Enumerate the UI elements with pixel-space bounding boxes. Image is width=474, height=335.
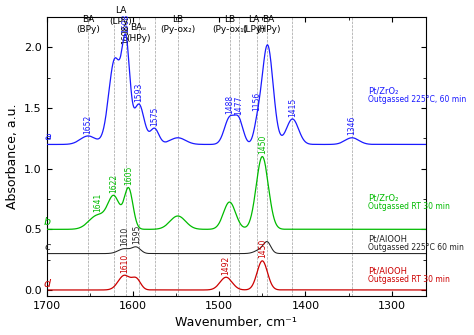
Text: 1450: 1450	[258, 239, 267, 258]
Text: 1641: 1641	[93, 193, 102, 212]
Text: Pt/ZrO₂: Pt/ZrO₂	[368, 87, 399, 96]
Text: BAᵤ
(HPy): BAᵤ (HPy)	[126, 23, 150, 43]
Text: LB
(Py-ox₂): LB (Py-ox₂)	[160, 15, 195, 34]
Text: 1346: 1346	[347, 116, 356, 135]
Text: BA
(BPy): BA (BPy)	[76, 15, 100, 34]
Text: LA
(LPy): LA (LPy)	[242, 15, 265, 34]
Text: 1605: 1605	[124, 166, 133, 185]
Text: Outgassed RT 30 min: Outgassed RT 30 min	[368, 275, 450, 284]
Text: Pt/AlOOH: Pt/AlOOH	[368, 235, 407, 244]
Text: c: c	[45, 242, 51, 252]
Text: 1593: 1593	[135, 82, 144, 102]
Text: 1610: 1610	[120, 254, 129, 273]
Text: Pt/ZrO₂: Pt/ZrO₂	[368, 194, 399, 203]
Text: d: d	[44, 279, 51, 289]
Text: LB
(Py-ox₁): LB (Py-ox₁)	[212, 15, 247, 34]
Text: 1595: 1595	[132, 225, 141, 245]
Text: 1608: 1608	[121, 24, 130, 44]
Text: 1622: 1622	[109, 174, 118, 193]
Text: 1488: 1488	[225, 95, 234, 114]
Text: 1450: 1450	[258, 135, 267, 154]
Text: BA
(HPy): BA (HPy)	[256, 15, 281, 34]
Y-axis label: Absorbance, a.u.: Absorbance, a.u.	[6, 104, 18, 209]
Text: LA
(LPy): LA (LPy)	[109, 6, 132, 25]
Text: 1477: 1477	[235, 95, 244, 115]
X-axis label: Wavenumber, cm⁻¹: Wavenumber, cm⁻¹	[175, 317, 297, 329]
Text: 1610: 1610	[120, 227, 129, 246]
Text: Outgassed 225°C, 60 min: Outgassed 225°C, 60 min	[368, 95, 466, 105]
Text: 1156: 1156	[253, 91, 262, 111]
Text: 1492: 1492	[221, 256, 230, 275]
Text: Outgassed 225°C 60 min: Outgassed 225°C 60 min	[368, 243, 464, 252]
Text: a: a	[44, 132, 51, 142]
Text: b: b	[44, 217, 51, 227]
Text: 1608: 1608	[121, 14, 130, 33]
Text: 1415: 1415	[288, 97, 297, 117]
Text: Outgassed RT 30 min: Outgassed RT 30 min	[368, 202, 450, 211]
Text: Pt/AlOOH: Pt/AlOOH	[368, 266, 407, 275]
Text: 1575: 1575	[150, 106, 159, 126]
Text: 1652: 1652	[83, 114, 92, 134]
